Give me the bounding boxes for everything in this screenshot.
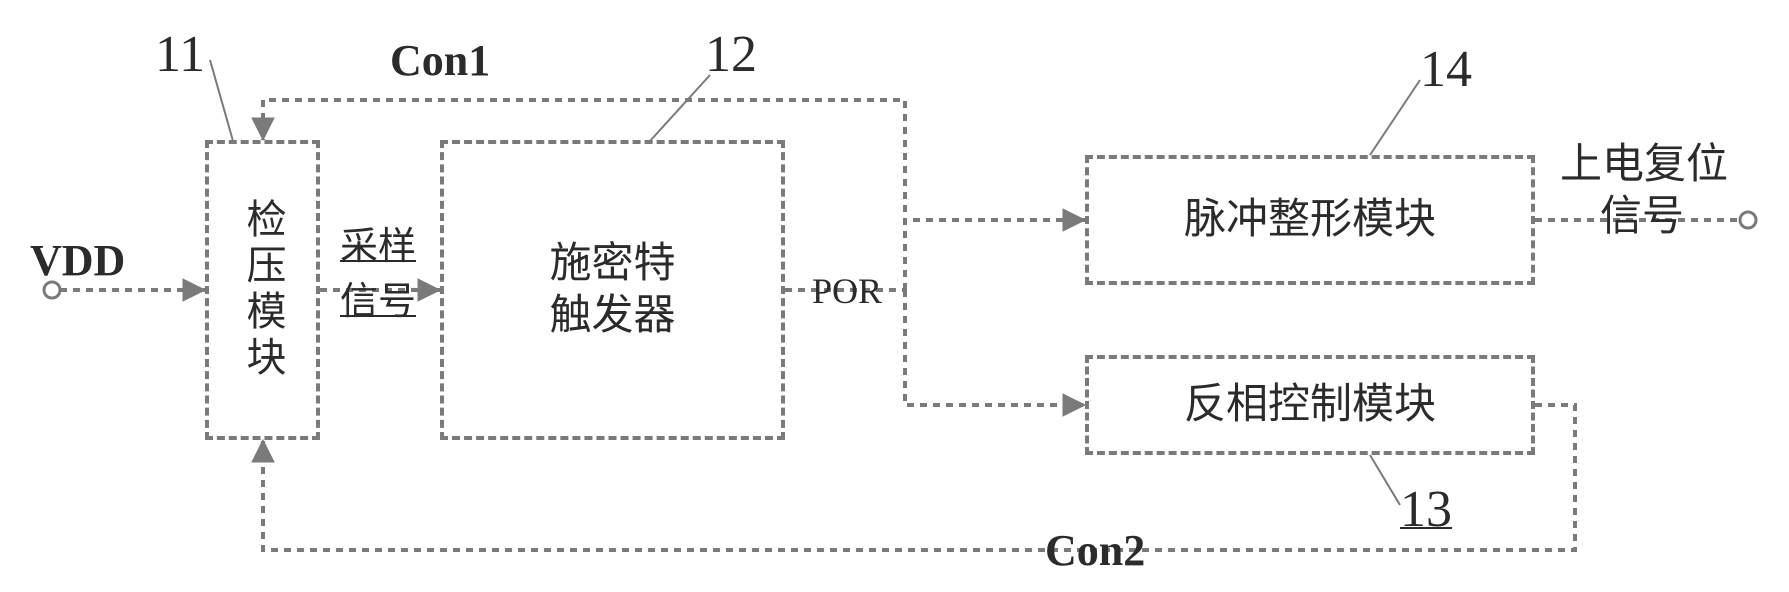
label-con2: Con2 [1045, 525, 1145, 576]
edge-junction_to_14 [905, 220, 1085, 290]
edge-leader11 [210, 60, 233, 141]
label-num12: 12 [705, 25, 757, 84]
block-block14: 脉冲整形模块 [1085, 155, 1535, 285]
arrowhead [1063, 209, 1085, 231]
diagram-stage: 检压模块 施密特触发器 脉冲整形模块反相控制模块 11 12 14 13 Con1 Con2 VD… [0, 0, 1789, 592]
label-samp: 采样信号 [340, 215, 416, 325]
label-con1: Con1 [390, 35, 490, 86]
block-block13: 反相控制模块 [1085, 355, 1535, 455]
label-num14: 14 [1420, 40, 1472, 99]
arrowhead [252, 440, 274, 462]
edge-leader13 [1370, 455, 1400, 505]
label-por: POR [812, 270, 882, 312]
label-out2: 信号 [1600, 182, 1684, 243]
edge-leader14 [1370, 80, 1420, 155]
label-num11: 11 [155, 25, 205, 84]
edge-leader12 [650, 75, 710, 141]
arrowhead [418, 279, 440, 301]
label-num13: 13 [1400, 480, 1452, 539]
block-label: 脉冲整形模块 [1184, 194, 1436, 247]
block-label: 检压模块 [238, 198, 288, 382]
arrowhead [1063, 394, 1085, 416]
block-block11: 检压模块 [205, 140, 320, 440]
block-block12: 施密特触发器 [440, 140, 785, 440]
arrowhead [252, 118, 274, 140]
terminal-circle [1740, 212, 1756, 228]
edge-junction_to_13 [905, 290, 1085, 405]
arrowhead [183, 279, 205, 301]
block-label: 反相控制模块 [1184, 379, 1436, 432]
label-vdd: VDD [30, 235, 125, 286]
block-label: 施密特触发器 [549, 238, 675, 343]
